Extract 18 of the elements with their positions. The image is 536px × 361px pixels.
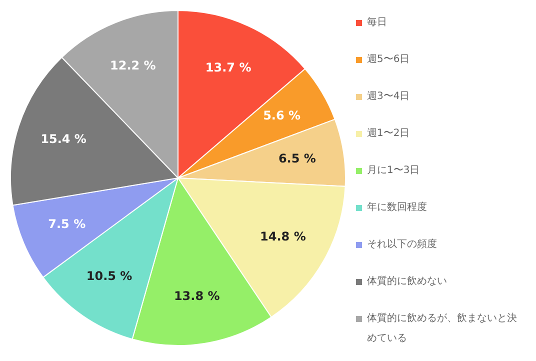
legend-label: 体質的に飲めるが、飲まないと決めている xyxy=(367,312,518,346)
data-label: 6.5 % xyxy=(278,152,316,166)
data-label: 13.7 % xyxy=(205,60,252,75)
legend-label: それ以下の頻度 xyxy=(367,238,437,252)
data-label: 15.4 % xyxy=(40,132,86,146)
data-label: 5.6 % xyxy=(263,108,301,123)
legend-label: 体質的に飲めない xyxy=(367,274,447,288)
legend-label: 週1〜2日 xyxy=(367,126,410,140)
data-label: 10.5 % xyxy=(86,269,132,284)
data-label: 12.2 % xyxy=(110,58,156,72)
data-label: 14.8 % xyxy=(260,230,306,244)
data-label: 7.5 % xyxy=(48,216,86,231)
legend-label: 週3〜4日 xyxy=(367,90,410,104)
legend-label: 月に1〜3日 xyxy=(367,164,420,178)
legend-label: 毎日 xyxy=(367,16,387,30)
legend-label: 週5〜6日 xyxy=(367,52,410,66)
data-label: 13.8 % xyxy=(174,289,220,304)
legend-label: 年に数回程度 xyxy=(367,200,427,214)
